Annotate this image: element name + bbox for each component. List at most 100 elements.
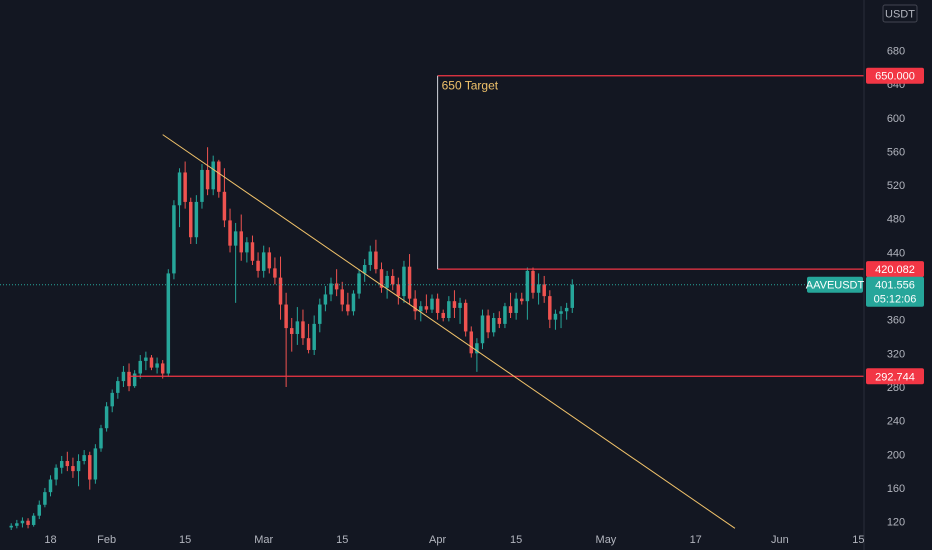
candle-37[interactable] bbox=[217, 159, 221, 198]
trendline[interactable] bbox=[162, 134, 736, 529]
candle-84[interactable] bbox=[480, 309, 485, 350]
candle-65[interactable] bbox=[374, 239, 378, 274]
candle-59[interactable] bbox=[340, 281, 344, 312]
candle-60[interactable] bbox=[346, 292, 350, 316]
time-axis[interactable]: 18 Feb 15 Mar 15 Apr 15 May 17 Jun 15 bbox=[44, 534, 864, 546]
candle-0[interactable] bbox=[9, 523, 13, 530]
candle-63[interactable] bbox=[362, 259, 367, 282]
candle-10[interactable] bbox=[65, 451, 70, 472]
candle-58[interactable] bbox=[334, 269, 339, 297]
candle-49[interactable] bbox=[284, 292, 288, 387]
candle-71[interactable] bbox=[407, 254, 412, 305]
candle-24[interactable] bbox=[144, 351, 148, 371]
candle-28[interactable] bbox=[166, 269, 171, 377]
candle-53[interactable] bbox=[306, 323, 311, 354]
candle-6[interactable] bbox=[43, 487, 47, 508]
candle-75[interactable] bbox=[430, 294, 434, 313]
candle-14[interactable] bbox=[88, 451, 92, 490]
candle-52[interactable] bbox=[301, 309, 305, 345]
candle-42[interactable] bbox=[245, 237, 249, 263]
candle-73[interactable] bbox=[419, 301, 423, 322]
candle-20[interactable] bbox=[121, 365, 126, 387]
candle-56[interactable] bbox=[323, 286, 328, 312]
candle-11[interactable] bbox=[71, 457, 75, 478]
candle-85[interactable] bbox=[486, 309, 490, 339]
candle-41[interactable] bbox=[239, 214, 243, 261]
candle-36[interactable] bbox=[211, 155, 215, 196]
candle-89[interactable] bbox=[508, 292, 513, 318]
candle-100[interactable] bbox=[570, 279, 574, 313]
candle-54[interactable] bbox=[312, 315, 316, 356]
candle-17[interactable] bbox=[104, 402, 109, 432]
candle-30[interactable] bbox=[177, 168, 182, 228]
candle-39[interactable] bbox=[228, 208, 232, 253]
candle-64[interactable] bbox=[368, 245, 373, 271]
candle-23[interactable] bbox=[138, 355, 142, 379]
candle-83[interactable] bbox=[475, 338, 479, 372]
candle-76[interactable] bbox=[435, 293, 440, 320]
candle-87[interactable] bbox=[497, 311, 502, 329]
candle-15[interactable] bbox=[93, 444, 98, 484]
candle-66[interactable] bbox=[379, 262, 384, 293]
candle-7[interactable] bbox=[48, 475, 53, 497]
candle-69[interactable] bbox=[396, 277, 401, 305]
candle-33[interactable] bbox=[194, 195, 199, 244]
candle-43[interactable] bbox=[250, 235, 255, 265]
candle-86[interactable] bbox=[491, 312, 496, 337]
candle-22[interactable] bbox=[132, 370, 137, 388]
candle-4[interactable] bbox=[31, 513, 36, 527]
candle-94[interactable] bbox=[536, 273, 541, 305]
candle-13[interactable] bbox=[82, 450, 86, 465]
candle-8[interactable] bbox=[54, 464, 58, 486]
candle-31[interactable] bbox=[183, 161, 187, 209]
candle-2[interactable] bbox=[20, 517, 25, 528]
candle-55[interactable] bbox=[318, 298, 322, 333]
candle-51[interactable] bbox=[295, 307, 300, 345]
candle-88[interactable] bbox=[503, 302, 507, 329]
candle-61[interactable] bbox=[351, 290, 356, 316]
candle-70[interactable] bbox=[402, 260, 406, 303]
currency-badge[interactable]: USDT bbox=[882, 4, 918, 23]
candle-26[interactable] bbox=[155, 357, 159, 374]
candle-9[interactable] bbox=[59, 455, 64, 474]
candle-82[interactable] bbox=[469, 326, 474, 358]
candle-80[interactable] bbox=[458, 297, 462, 324]
candle-97[interactable] bbox=[553, 309, 558, 330]
candle-27[interactable] bbox=[160, 360, 165, 379]
candle-1[interactable] bbox=[15, 519, 19, 529]
candle-62[interactable] bbox=[357, 269, 361, 299]
candle-96[interactable] bbox=[548, 290, 552, 329]
candle-92[interactable] bbox=[525, 267, 530, 320]
candle-32[interactable] bbox=[189, 197, 193, 244]
candle-44[interactable] bbox=[256, 252, 260, 278]
candle-99[interactable] bbox=[564, 302, 569, 320]
candle-48[interactable] bbox=[278, 256, 283, 320]
candle-98[interactable] bbox=[559, 306, 563, 329]
candle-93[interactable] bbox=[531, 267, 535, 299]
candle-95[interactable] bbox=[542, 275, 546, 303]
candle-38[interactable] bbox=[222, 168, 227, 228]
candle-77[interactable] bbox=[441, 309, 445, 322]
candle-50[interactable] bbox=[290, 318, 294, 352]
candle-68[interactable] bbox=[390, 269, 395, 291]
candle-40[interactable] bbox=[233, 222, 238, 303]
candle-81[interactable] bbox=[463, 299, 468, 337]
candle-78[interactable] bbox=[447, 296, 451, 322]
candle-29[interactable] bbox=[172, 200, 176, 280]
drawings[interactable]: 650 Target bbox=[0, 75, 864, 529]
candle-35[interactable] bbox=[205, 147, 210, 196]
candle-3[interactable] bbox=[26, 518, 30, 529]
candle-16[interactable] bbox=[99, 424, 103, 452]
candle-45[interactable] bbox=[261, 245, 266, 278]
candle-19[interactable] bbox=[116, 376, 120, 399]
candle-34[interactable] bbox=[200, 164, 204, 209]
candle-57[interactable] bbox=[329, 277, 333, 302]
candle-79[interactable] bbox=[452, 290, 457, 318]
candle-25[interactable] bbox=[149, 355, 154, 371]
candle-74[interactable] bbox=[424, 294, 429, 313]
candle-90[interactable] bbox=[514, 292, 518, 320]
candle-47[interactable] bbox=[273, 257, 277, 285]
candle-91[interactable] bbox=[520, 292, 524, 305]
candle-72[interactable] bbox=[413, 290, 417, 320]
